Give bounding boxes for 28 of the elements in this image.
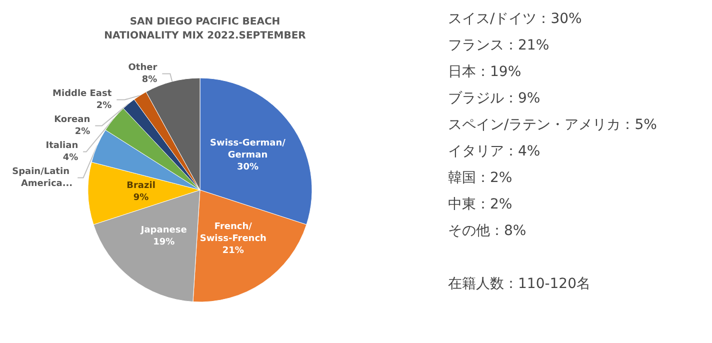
data-label: 4% [62, 152, 78, 163]
data-label: 21% [222, 246, 244, 256]
slice-label: Other [128, 62, 158, 73]
text: フランス：21% [448, 38, 550, 54]
slice-label: Spain/Latin America... [12, 166, 73, 189]
text: ブラジル：9% [448, 90, 540, 106]
slice-label: Japanese [140, 226, 187, 236]
data-label: 2% [74, 126, 90, 137]
text: スペイン/ラテン・アメリカ：5% [448, 117, 657, 133]
data-label: 8% [142, 74, 158, 85]
data-label: 19% [153, 238, 175, 248]
slice-label: Italian [46, 140, 78, 151]
text: 韓国：2% [448, 170, 512, 186]
slice-label: Swiss-German/German [210, 138, 286, 160]
slice-label: Brazil [126, 180, 156, 191]
text: イタリア：4% [448, 144, 540, 160]
slice-label: French/Swiss-French [200, 222, 266, 244]
slice-label: Korean [54, 114, 90, 125]
text: 在籍人数：110-120名 [448, 276, 590, 292]
data-label: 2% [96, 100, 112, 111]
text: 日本：19% [448, 64, 522, 80]
slice-label: Middle East [52, 88, 112, 99]
data-label: 9% [133, 192, 149, 203]
text: その他：8% [448, 223, 526, 239]
chart-title: SAN DIEGO PACIFIC BEACH NATIONALITY MIX 2022.SEPTEMBER [104, 16, 306, 42]
text: スイス/ドイツ：30% [448, 11, 582, 27]
data-label: 30% [236, 162, 259, 172]
text: 中東：2% [448, 196, 512, 212]
